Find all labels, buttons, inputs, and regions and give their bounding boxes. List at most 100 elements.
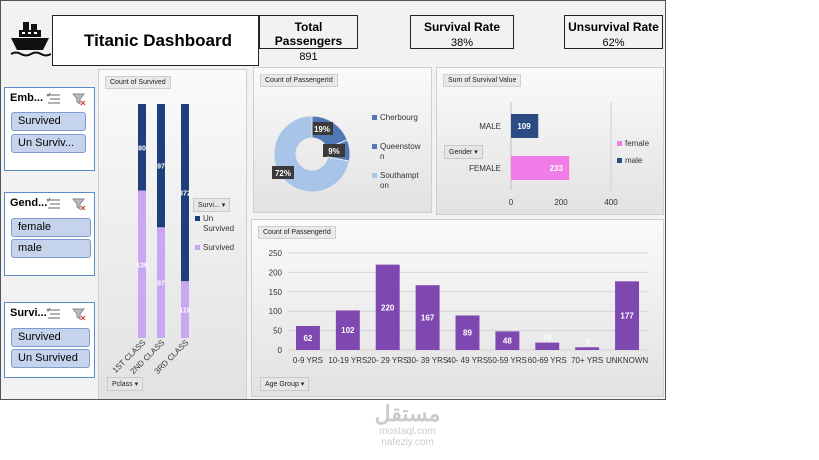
tick-label: UNKNOWN (606, 356, 648, 365)
chart-title: Count of Survived (105, 76, 171, 89)
bar (415, 285, 440, 350)
dashboard: Titanic Dashboard Total Passengers 891 S… (0, 0, 666, 400)
chart-title: Count of PassengerId (258, 226, 336, 239)
ship-icon (9, 17, 52, 59)
multi-select-icon[interactable] (46, 92, 86, 106)
data-label: 7 (585, 338, 590, 347)
multi-select-icon[interactable] (46, 197, 86, 211)
data-label: 48 (503, 337, 512, 346)
embarked-chart-panel: Count of PassengerId 19% 9% 72% Cherbourg Qu… (253, 67, 432, 213)
tick-label: 0 (278, 346, 283, 355)
legend-swatch (195, 216, 200, 221)
data-label: 19 (543, 334, 552, 343)
kpi-label: Survival Rate (423, 20, 501, 34)
tick-label: 0 (509, 198, 514, 207)
gender-chart-panel: Sum of Survival Value 109 233 MALE FEMALE 0 2… (436, 67, 664, 215)
tick-label: 100 (269, 307, 283, 316)
slicer-item[interactable]: female (11, 218, 91, 237)
axis-field-button[interactable]: Age Group ▾ (260, 377, 310, 391)
bar-unsurvived (138, 104, 146, 191)
slicer-controls (46, 197, 86, 211)
kpi-total-passengers: Total Passengers 891 (259, 15, 358, 63)
bar (455, 315, 480, 350)
data-label: 87 (157, 281, 165, 288)
data-label-box (272, 166, 294, 179)
data-label-box (311, 122, 333, 135)
legend-field-button[interactable]: Survi... ▾ (193, 198, 231, 212)
data-label: 109 (517, 122, 531, 131)
slicer-controls (46, 307, 86, 321)
legend-label: Survived (203, 224, 234, 233)
bar (495, 331, 520, 350)
data-label: 233 (550, 164, 564, 173)
category-label: MALE (479, 122, 501, 131)
clear-filter-icon[interactable] (72, 197, 86, 211)
category-label: FEMALE (469, 164, 501, 173)
bar (335, 310, 360, 350)
data-label: 220 (381, 303, 395, 312)
dashboard-title: Titanic Dashboard (84, 31, 232, 50)
clear-filter-icon[interactable] (72, 92, 86, 106)
data-label: 97 (157, 164, 165, 171)
axis-field-button[interactable]: Gender ▾ (444, 145, 483, 159)
bar-survived (138, 190, 146, 338)
data-label: 136 (136, 262, 148, 269)
data-label: 80 (138, 145, 146, 152)
slicer-survived: Survi... Survived Un Survived (4, 302, 95, 378)
legend-swatch (195, 245, 200, 250)
bar-unsurvived (157, 104, 165, 228)
bar-unsurvived (181, 104, 189, 282)
slicer-item[interactable]: male (11, 239, 91, 258)
tick-label: 400 (604, 198, 618, 207)
title-box: Titanic Dashboard (52, 15, 259, 66)
slicer-embarked: Emb... Survived Un Surviv... (4, 87, 95, 171)
slicer-item[interactable]: Un Survived (11, 349, 90, 368)
bar-survived (181, 281, 189, 338)
legend-label: Un (203, 214, 213, 223)
gender-svg: 109 233 MALE FEMALE 0 200 400 female male (469, 102, 650, 207)
axis-field-button[interactable]: Pclass ▾ (107, 377, 144, 391)
data-label: 19% (314, 125, 330, 134)
clear-filter-icon[interactable] (72, 307, 86, 321)
tick-label: 0-9 YRS (293, 356, 323, 365)
watermark-url-2: nafezly.com (381, 437, 434, 448)
legend-label: Survived (203, 243, 234, 252)
slicer-item[interactable]: Un Surviv... (11, 134, 86, 153)
kpi-value: 891 (299, 51, 318, 63)
tick-label: 70+ YRS (571, 356, 603, 365)
bar (575, 347, 600, 350)
data-label-box (323, 144, 345, 157)
legend-swatch (372, 173, 377, 178)
kpi-value: 62% (602, 37, 625, 49)
legend-label: n (380, 152, 384, 161)
bar (535, 342, 560, 350)
data-label: 177 (620, 312, 634, 321)
legend-field-label: Survi... (198, 202, 220, 209)
data-label: 9% (328, 147, 340, 156)
slicer-controls (46, 92, 86, 106)
slicer-item[interactable]: Survived (11, 112, 86, 131)
slicer-item[interactable]: Survived (11, 328, 90, 347)
legend-label: Southampt (380, 171, 419, 180)
data-label: 119 (179, 308, 190, 315)
tick-label: 150 (269, 288, 283, 297)
bar (295, 325, 320, 350)
tick-label: 10-19 YRS (328, 356, 367, 365)
legend-swatch (617, 141, 622, 146)
tick-label: 20- 29 YRS (367, 356, 408, 365)
slicer-title: Survi... (10, 307, 47, 319)
legend-label: Queenstow (380, 142, 421, 151)
legend-label: on (380, 181, 389, 190)
multi-select-icon[interactable] (46, 307, 86, 321)
slicer-gender: Gend... female male (4, 192, 95, 276)
tick-label: 50 (273, 327, 282, 336)
slicer-title: Gend... (10, 197, 48, 209)
tick-label: 40- 49 YRS (447, 356, 488, 365)
data-label: 62 (303, 334, 312, 343)
bar-female (511, 156, 570, 180)
legend-label: male (625, 156, 643, 165)
watermark-url: mostaql.com (379, 426, 436, 437)
watermark-logo: مستقل (374, 401, 441, 426)
kpi-label: Unsurvival Rate (568, 20, 659, 34)
